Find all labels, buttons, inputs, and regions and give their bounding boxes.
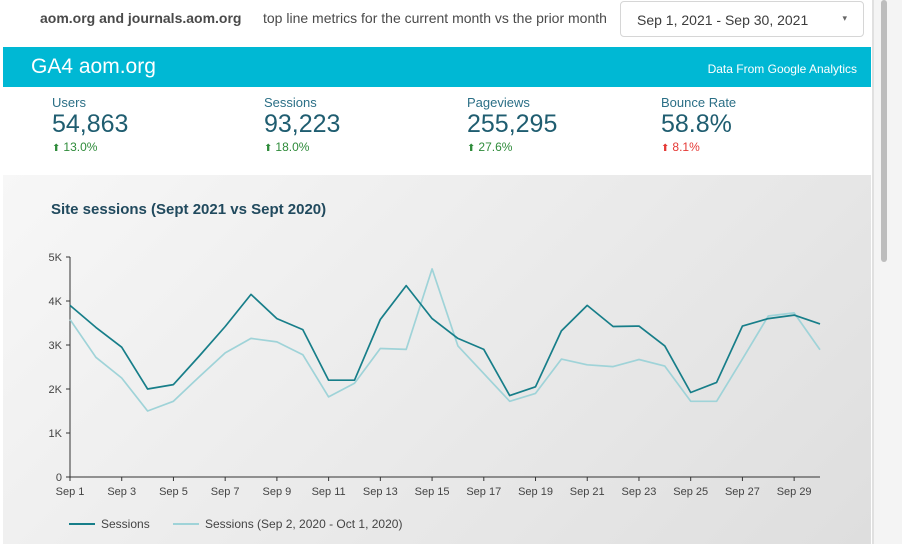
metric-change: ⬆ 27.6% [467,140,557,154]
property-banner: GA4 aom.org Data From Google Analytics [3,47,871,87]
date-range-value: Sep 1, 2021 - Sep 30, 2021 [637,12,809,28]
scrollbar-divider [872,0,874,544]
scrollbar-thumb[interactable] [881,0,887,262]
x-tick-label: Sep 9 [263,486,292,498]
x-tick-label: Sep 23 [622,486,657,498]
metric-change: ⬆ 18.0% [264,140,340,154]
x-tick-label: Sep 29 [777,486,812,498]
y-tick-label: 1K [49,428,63,440]
metric-change-value: 18.0% [275,140,310,154]
arrow-up-icon: ⬆ [661,143,670,154]
date-range-picker[interactable]: Sep 1, 2021 - Sep 30, 2021 ▾ [620,1,864,37]
sessions-line-chart[interactable]: 0 1K 2K 3K 4K 5K Sep 1 Sep 3 Sep 5 Sep 7 Sep 9 Sep … [3,175,871,544]
metric-label: Users [52,95,86,110]
metrics-strip: Users 54,863 ⬆ 13.0% Sessions 93,223 ⬆ 18.… [3,87,871,175]
y-tick-label: 2K [49,384,63,396]
metric-users[interactable]: Users 54,863 ⬆ 13.0% [52,95,128,154]
metric-label: Bounce Rate [661,95,737,110]
metric-label: Pageviews [467,95,530,110]
x-tick-label: Sep 5 [159,486,188,498]
metric-label: Sessions [264,95,317,110]
y-tick-label: 3K [49,340,63,352]
metric-value: 54,863 [52,110,129,138]
arrow-up-icon: ⬆ [264,143,273,154]
metric-pageviews[interactable]: Pageviews 255,295 ⬆ 27.6% [467,95,557,154]
metric-change: ⬆ 13.0% [52,140,128,154]
x-tick-label: Sep 11 [312,486,346,498]
metric-sessions[interactable]: Sessions 93,223 ⬆ 18.0% [264,95,340,154]
x-tick-label: Sep 1 [56,486,85,498]
data-source-label: Data From Google Analytics [707,62,857,76]
metric-change-value: 27.6% [478,140,513,154]
property-title: GA4 aom.org [31,55,156,78]
metric-bounce-rate[interactable]: Bounce Rate 58.8% ⬆ 8.1% [661,95,736,154]
metric-value: 58.8% [661,110,732,138]
x-tick-label: Sep 15 [415,486,450,498]
metric-change-value: 8.1% [672,140,700,154]
metric-value: 255,295 [467,110,558,138]
series-line-sessions-prior-year [69,268,821,412]
x-tick-label: Sep 25 [673,486,708,498]
legend-sessions-label: Sessions [101,517,150,531]
site-name: aom.org and journals.aom.org [40,10,242,26]
arrow-up-icon: ⬆ [467,143,476,154]
metric-change-value: 13.0% [63,140,98,154]
x-tick-label: Sep 19 [518,486,553,498]
metric-change: ⬆ 8.1% [661,140,736,154]
metric-value: 93,223 [264,110,341,138]
chevron-down-icon[interactable]: ▾ [842,13,847,23]
series-line-sessions [69,284,821,397]
report-subtitle: top line metrics for the current month v… [263,10,607,26]
x-tick-label: Sep 7 [211,486,240,498]
chart-title: Site sessions (Sept 2021 vs Sept 2020) [51,201,327,218]
y-tick-label: 5K [49,252,63,264]
arrow-up-icon: ⬆ [52,143,61,154]
x-tick-label: Sep 21 [570,486,605,498]
y-tick-label: 0 [56,472,62,484]
x-tick-label: Sep 27 [725,486,760,498]
y-tick-label: 4K [49,296,63,308]
x-tick-label: Sep 13 [363,486,398,498]
x-tick-label: Sep 17 [466,486,501,498]
scrollbar[interactable] [872,0,902,544]
sessions-chart-panel: Site sessions (Sept 2021 vs Sept 2020) 0… [3,175,871,544]
legend-sessions-prior-year-label: Sessions (Sep 2, 2020 - Oct 1, 2020) [205,517,402,531]
x-tick-label: Sep 3 [107,486,136,498]
report-header: aom.org and journals.aom.org top line me… [0,0,872,46]
